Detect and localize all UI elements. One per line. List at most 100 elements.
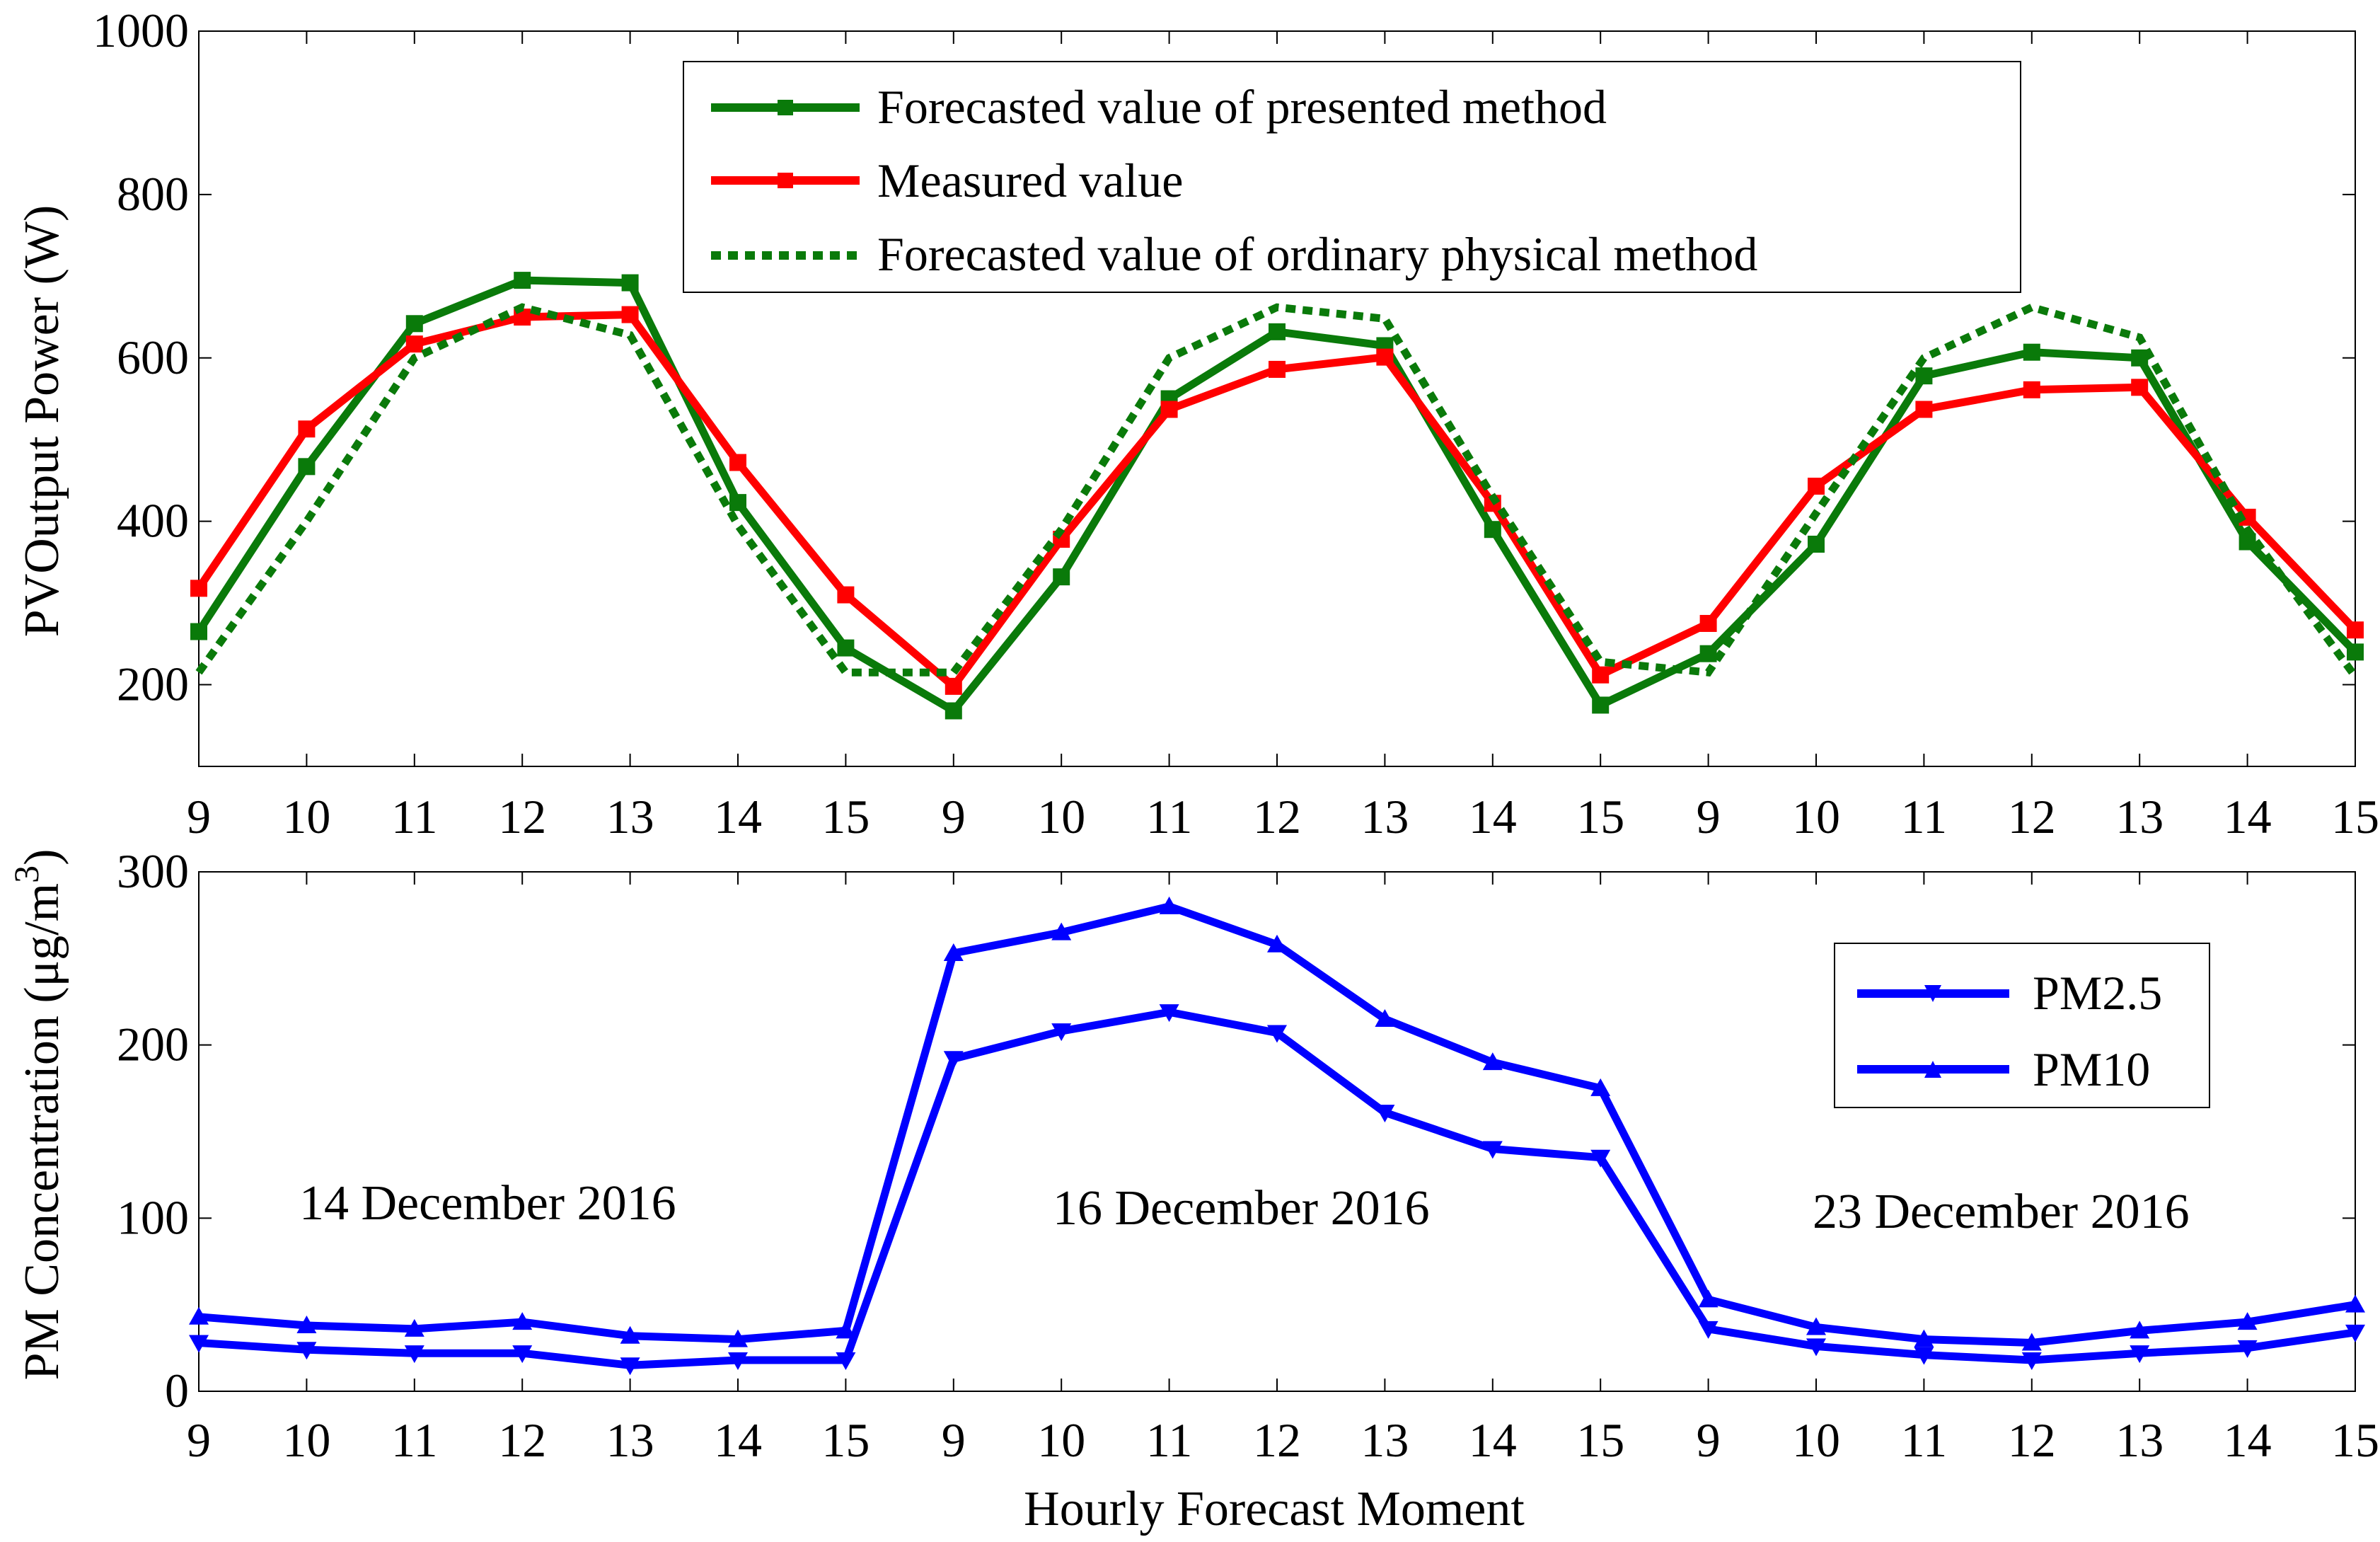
bottom-point-pm2-5	[189, 1335, 209, 1353]
top-y-tick-label: 200	[117, 657, 189, 711]
top-point-forecasted-value-of-presented-method	[1269, 323, 1286, 340]
bottom-y-axis-label: PM Concentration (μg/m3)	[6, 849, 69, 1381]
top-x-tick-label: 10	[1792, 790, 1840, 844]
top-legend-box	[683, 61, 2021, 293]
annotation-16-december: 16 December 2016	[1053, 1181, 1430, 1236]
bottom-point-pm10	[2237, 1312, 2258, 1330]
top-point-forecasted-value-of-presented-method	[1053, 568, 1070, 586]
top-point-measured-value	[621, 306, 639, 323]
top-point-measured-value	[2023, 381, 2040, 398]
bottom-point-pm2-5	[2237, 1340, 2258, 1358]
top-chart: 200 400 600 800 1000 9 10 11 12 13 14 15 9 10 11 12 13 14…	[93, 4, 2379, 844]
bottom-point-pm2-5	[512, 1345, 533, 1364]
top-x-tick-label: 15	[1576, 790, 1624, 844]
bottom-point-pm2-5	[2130, 1345, 2150, 1364]
bottom-point-pm10	[836, 1321, 856, 1339]
bottom-point-pm2-5	[1375, 1105, 1395, 1123]
top-x-tick-label: 12	[2008, 790, 2056, 844]
bottom-point-pm2-5	[1698, 1321, 1718, 1339]
legend-marker-measured	[778, 173, 793, 188]
annotation-14-december: 14 December 2016	[299, 1176, 676, 1231]
bottom-point-pm10	[1806, 1317, 1826, 1335]
bottom-point-pm2-5	[296, 1342, 317, 1360]
top-point-forecasted-value-of-presented-method	[1915, 367, 1933, 385]
top-x-tick-label: 13	[606, 790, 654, 844]
bottom-point-pm10	[1914, 1329, 1934, 1347]
top-x-tick-label: 10	[282, 790, 330, 844]
top-point-forecasted-value-of-presented-method	[298, 458, 316, 476]
bottom-y-axis-label-main: PM Concentration (μg/m	[15, 883, 69, 1380]
top-point-measured-value	[1376, 348, 1394, 366]
bottom-x-tick-label: 9	[942, 1413, 966, 1467]
bottom-legend-box	[1834, 943, 2210, 1108]
top-x-tick-label: 13	[1361, 790, 1409, 844]
top-point-forecasted-value-of-presented-method	[2023, 343, 2040, 361]
bottom-x-tick-label: 13	[606, 1413, 654, 1467]
bottom-point-pm10	[728, 1329, 748, 1347]
bottom-point-pm2-5	[404, 1345, 424, 1364]
bottom-point-pm2-5	[836, 1352, 856, 1370]
bottom-x-tick-label: 12	[498, 1413, 546, 1467]
legend-marker-pm25	[1924, 985, 1941, 1002]
bottom-x-tick-label: 11	[391, 1413, 437, 1467]
bottom-point-pm2-5	[2021, 1352, 2042, 1370]
bottom-x-tick-label: 9	[1697, 1413, 1721, 1467]
bottom-x-tick-label: 13	[1361, 1413, 1409, 1467]
top-point-measured-value	[837, 586, 855, 604]
top-x-tick-label: 12	[498, 790, 546, 844]
bottom-x-tick-label: 15	[821, 1413, 870, 1467]
bottom-point-pm2-5	[1051, 1023, 1072, 1042]
top-legend: Forecasted value of presented method Mea…	[683, 61, 2021, 293]
bottom-point-pm10	[2345, 1294, 2365, 1313]
top-x-tick-label: 14	[1469, 790, 1517, 844]
top-x-tick-label: 9	[942, 790, 966, 844]
bottom-point-pm2-5	[1267, 1025, 1287, 1043]
bottom-point-pm10	[1159, 896, 1179, 914]
legend-text-presented: Forecasted value of presented method	[877, 80, 1607, 134]
top-x-tick-label: 15	[2331, 790, 2379, 844]
bottom-point-pm10	[943, 943, 964, 961]
top-x-tick-label: 14	[2224, 790, 2272, 844]
top-point-forecasted-value-of-presented-method	[1484, 521, 1501, 539]
top-x-tick-label: 9	[187, 790, 211, 844]
bottom-point-pm10	[1375, 1008, 1395, 1027]
bottom-point-pm2-5	[620, 1357, 640, 1376]
bottom-point-pm2-5	[728, 1352, 748, 1370]
bottom-point-pm10	[512, 1312, 533, 1330]
top-x-tick-label: 9	[1697, 790, 1721, 844]
bottom-y-tick-label: 300	[117, 844, 189, 898]
bottom-x-tick-label: 11	[1901, 1413, 1947, 1467]
top-point-measured-value	[945, 677, 962, 695]
top-x-tick-label: 13	[2115, 790, 2164, 844]
top-point-measured-value	[405, 335, 423, 353]
top-series-line-forecasted-value-of-ordinary-physical-method	[195, 303, 2359, 679]
top-x-tick-label: 10	[1037, 790, 1085, 844]
top-x-tick-label: 15	[821, 790, 870, 844]
top-point-forecasted-value-of-presented-method	[729, 494, 746, 512]
top-point-forecasted-value-of-presented-method	[514, 272, 531, 289]
bottom-y-tick-label: 0	[165, 1364, 189, 1417]
legend-marker-presented	[778, 100, 793, 115]
top-point-measured-value	[1808, 478, 1825, 495]
bottom-x-tick-label: 10	[282, 1413, 330, 1467]
bottom-point-pm2-5	[1806, 1338, 1826, 1357]
bottom-x-tick-label: 15	[2331, 1413, 2379, 1467]
bottom-point-pm10	[1267, 934, 1287, 953]
bottom-y-tick-label: 100	[117, 1190, 189, 1244]
top-x-tick-label: 11	[1146, 790, 1192, 844]
bottom-point-pm2-5	[1590, 1149, 1611, 1168]
bottom-point-pm10	[1482, 1052, 1503, 1071]
bottom-point-pm10	[1051, 922, 1072, 940]
bottom-point-pm2-5	[1914, 1347, 1934, 1365]
legend-text-ordinary: Forecasted value of ordinary physical me…	[877, 227, 1757, 281]
bottom-point-pm10	[620, 1325, 640, 1344]
top-point-forecasted-value-of-presented-method	[2239, 533, 2256, 551]
bottom-y-axis-label-superscript: 3	[6, 865, 46, 883]
top-x-tick-label: 11	[1901, 790, 1947, 844]
top-point-forecasted-value-of-presented-method	[190, 623, 207, 640]
top-x-tick-label: 12	[1253, 790, 1301, 844]
top-x-tick-label: 11	[391, 790, 437, 844]
bottom-x-tick-label: 9	[187, 1413, 211, 1467]
top-point-measured-value	[1592, 666, 1610, 684]
